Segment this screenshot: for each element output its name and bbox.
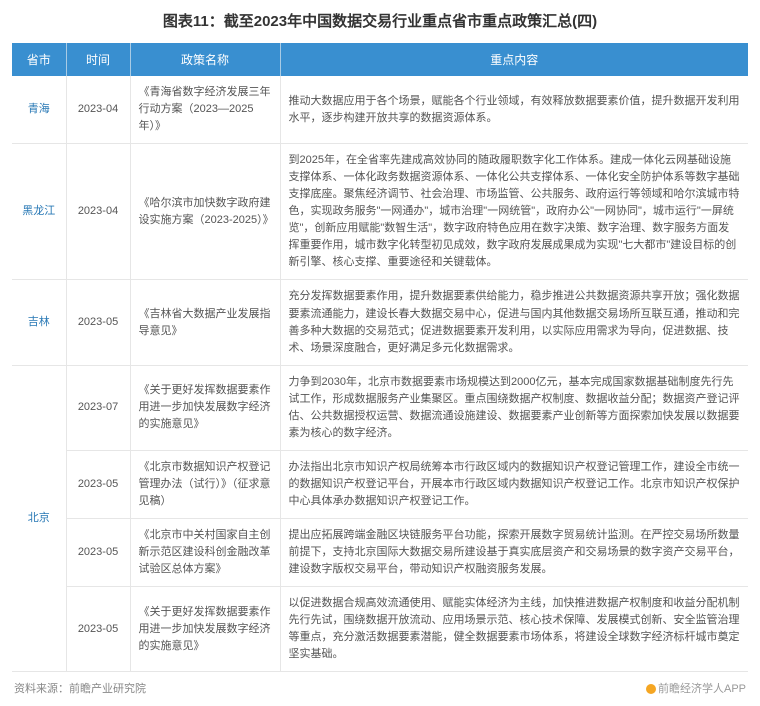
table-row: 2023-05《北京市数据知识产权登记管理办法（试行）》（征求意见稿）办法指出北… (12, 450, 748, 518)
footer: 资料来源：前瞻产业研究院 前瞻经济学人APP (12, 680, 748, 696)
cell-policy: 《吉林省大数据产业发展指导意见》 (130, 280, 280, 365)
cell-province: 黑龙江 (12, 144, 66, 280)
cell-content: 推动大数据应用于各个场景，赋能各个行业领域，有效释放数据要素价值，提升数据开发利… (280, 76, 748, 144)
cell-policy: 《青海省数字经济发展三年行动方案（2023—2025年）》 (130, 76, 280, 144)
cell-content: 力争到2030年，北京市数据要素市场规模达到2000亿元，基本完成国家数据基础制… (280, 365, 748, 450)
cell-policy: 《关于更好发挥数据要素作用进一步加快发展数字经济的实施意见》 (130, 365, 280, 450)
cell-content: 提出应拓展跨端金融区块链服务平台功能，探索开展数字贸易统计监测。在严控交易场所数… (280, 518, 748, 586)
cell-time: 2023-05 (66, 518, 130, 586)
table-row: 吉林2023-05《吉林省大数据产业发展指导意见》充分发挥数据要素作用，提升数据… (12, 280, 748, 365)
table-row: 2023-05《北京市中关村国家自主创新示范区建设科创金融改革试验区总体方案》提… (12, 518, 748, 586)
cell-policy: 《哈尔滨市加快数字政府建设实施方案（2023-2025）》 (130, 144, 280, 280)
brand-icon (646, 684, 656, 694)
table-header-row: 省市 时间 政策名称 重点内容 (12, 43, 748, 76)
cell-time: 2023-04 (66, 76, 130, 144)
chart-title: 图表11：截至2023年中国数据交易行业重点省市重点政策汇总(四) (12, 10, 748, 31)
cell-content: 以促进数据合规高效流通使用、赋能实体经济为主线，加快推进数据产权制度和收益分配机… (280, 587, 748, 672)
cell-policy: 《关于更好发挥数据要素作用进一步加快发展数字经济的实施意见》 (130, 587, 280, 672)
cell-content: 充分发挥数据要素作用，提升数据要素供给能力，稳步推进公共数据资源共享开放；强化数… (280, 280, 748, 365)
col-header-province: 省市 (12, 43, 66, 76)
cell-time: 2023-07 (66, 365, 130, 450)
cell-policy: 《北京市数据知识产权登记管理办法（试行）》（征求意见稿） (130, 450, 280, 518)
policy-table: 省市 时间 政策名称 重点内容 青海2023-04《青海省数字经济发展三年行动方… (12, 43, 748, 672)
cell-province: 吉林 (12, 280, 66, 365)
cell-time: 2023-05 (66, 587, 130, 672)
col-header-policy: 政策名称 (130, 43, 280, 76)
col-header-content: 重点内容 (280, 43, 748, 76)
cell-content: 到2025年，在全省率先建成高效协同的随政履职数字化工作体系。建成一体化云网基础… (280, 144, 748, 280)
col-header-time: 时间 (66, 43, 130, 76)
cell-content: 办法指出北京市知识产权局统筹本市行政区域内的数据知识产权登记管理工作，建设全市统… (280, 450, 748, 518)
cell-time: 2023-04 (66, 144, 130, 280)
cell-time: 2023-05 (66, 450, 130, 518)
footer-source: 资料来源：前瞻产业研究院 (14, 680, 146, 696)
table-row: 2023-05《关于更好发挥数据要素作用进一步加快发展数字经济的实施意见》以促进… (12, 587, 748, 672)
footer-brand: 前瞻经济学人APP (646, 680, 746, 696)
cell-province: 北京 (12, 365, 66, 672)
cell-policy: 《北京市中关村国家自主创新示范区建设科创金融改革试验区总体方案》 (130, 518, 280, 586)
cell-time: 2023-05 (66, 280, 130, 365)
table-row: 青海2023-04《青海省数字经济发展三年行动方案（2023—2025年）》推动… (12, 76, 748, 144)
table-row: 黑龙江2023-04《哈尔滨市加快数字政府建设实施方案（2023-2025）》到… (12, 144, 748, 280)
table-row: 北京2023-07《关于更好发挥数据要素作用进一步加快发展数字经济的实施意见》力… (12, 365, 748, 450)
cell-province: 青海 (12, 76, 66, 144)
